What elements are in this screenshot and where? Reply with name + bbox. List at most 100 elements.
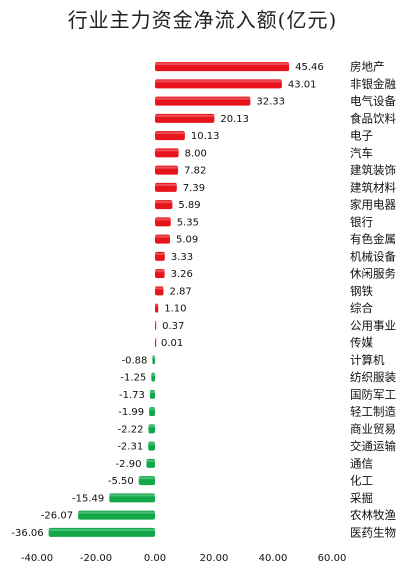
bar-有色金属: [155, 234, 171, 244]
bar-highlight: [148, 442, 155, 445]
value-label: 7.39: [183, 183, 205, 194]
bar-highlight: [155, 166, 179, 169]
bar-highlight: [149, 408, 155, 411]
bar-highlight: [151, 373, 155, 376]
chart-title: 行业主力资金净流入额(亿元): [67, 8, 338, 32]
bar-综合: [155, 303, 159, 313]
value-label: 8.00: [185, 148, 207, 159]
bar-通信: [146, 458, 155, 468]
value-label: 45.46: [295, 62, 324, 73]
bar-highlight: [138, 477, 155, 480]
bar-highlight: [152, 356, 155, 359]
category-label: 汽车: [350, 146, 373, 160]
bar-轻工制造: [149, 407, 155, 417]
bar-汽车: [155, 148, 179, 158]
category-label: 采掘: [350, 491, 373, 505]
category-label: 家用电器: [350, 198, 396, 212]
bar-计算机: [152, 355, 155, 365]
bar-highlight: [155, 218, 171, 221]
bar-highlight: [146, 459, 155, 462]
x-tick-label: -20.00: [80, 553, 112, 564]
x-tick-label: 20.00: [200, 553, 229, 564]
value-label: -0.88: [122, 355, 148, 366]
category-label: 计算机: [350, 353, 385, 367]
bar-highlight: [78, 511, 155, 514]
value-label: 7.82: [184, 166, 206, 177]
bar-公用事业: [155, 320, 157, 330]
bar-电子: [155, 131, 185, 141]
value-label: -1.99: [118, 407, 144, 418]
category-label: 食品饮料: [350, 111, 396, 125]
category-label: 商业贸易: [350, 422, 396, 436]
value-label: 20.13: [220, 114, 249, 125]
category-label: 银行: [350, 215, 373, 229]
category-label: 化工: [350, 474, 373, 488]
bar-纺织服装: [151, 372, 155, 382]
bar-highlight: [149, 390, 155, 393]
category-label: 综合: [350, 301, 373, 315]
value-label: 0.37: [162, 321, 184, 332]
bar-采掘: [109, 493, 155, 503]
value-label: 3.26: [171, 269, 193, 280]
category-labels-layer: 房地产非银金融电气设备食品饮料电子汽车建筑装饰建筑材料家用电器银行有色金属机械设…: [350, 60, 396, 540]
bar-银行: [155, 217, 171, 227]
bar-highlight: [155, 97, 251, 100]
category-label: 轻工制造: [350, 405, 396, 419]
bar-highlight: [155, 321, 157, 324]
bar-highlight: [155, 287, 164, 290]
bar-highlight: [155, 63, 290, 66]
bar-highlight: [48, 528, 156, 531]
x-tick-label: 0.00: [144, 553, 166, 564]
bar-机械设备: [155, 251, 165, 261]
bar-highlight: [155, 235, 171, 238]
category-label: 建筑材料: [350, 180, 396, 194]
bar-房地产: [155, 62, 290, 72]
value-label: 10.13: [191, 131, 220, 142]
category-label: 建筑装饰: [350, 163, 396, 177]
value-label: 1.10: [164, 304, 186, 315]
category-label: 通信: [350, 456, 373, 470]
value-label: -36.06: [11, 528, 43, 539]
x-tick-label: -40.00: [21, 553, 53, 564]
bar-交通运输: [148, 441, 155, 451]
bar-highlight: [155, 304, 159, 307]
bar-highlight: [155, 252, 165, 255]
value-label: 0.01: [161, 338, 183, 349]
category-label: 房地产: [350, 60, 385, 74]
bar-highlight: [155, 132, 185, 135]
value-label: 5.35: [177, 217, 199, 228]
category-label: 有色金属: [350, 232, 396, 246]
category-label: 非银金融: [350, 77, 396, 91]
category-label: 农林牧渔: [350, 508, 396, 522]
x-tick-label: 40.00: [259, 553, 288, 564]
bar-医药生物: [48, 527, 156, 537]
category-label: 交通运输: [350, 439, 396, 453]
value-label: -15.49: [72, 493, 104, 504]
bar-highlight: [155, 114, 215, 117]
bar-农林牧渔: [78, 510, 155, 520]
value-label: -2.22: [118, 424, 144, 435]
category-label: 医药生物: [350, 525, 396, 539]
category-label: 公用事业: [350, 318, 396, 332]
bar-highlight: [155, 201, 173, 204]
category-label: 电气设备: [350, 94, 396, 108]
value-label: -5.50: [108, 476, 134, 487]
bar-highlight: [148, 425, 155, 428]
value-label: -1.25: [120, 373, 146, 384]
value-label: 5.89: [178, 200, 200, 211]
bar-非银金融: [155, 79, 282, 89]
value-label: -1.73: [119, 390, 145, 401]
value-label: -2.90: [116, 459, 142, 470]
x-axis-ticks-layer: -40.00 -20.00 0.00 20.00 40.00 60.00: [21, 553, 346, 564]
bar-电气设备: [155, 96, 251, 106]
bar-国防军工: [149, 389, 155, 399]
category-label: 国防军工: [350, 387, 396, 401]
bar-钢铁: [155, 286, 164, 296]
bar-传媒: [155, 338, 157, 348]
category-label: 传媒: [350, 336, 373, 350]
category-label: 机械设备: [350, 249, 396, 263]
category-label: 电子: [350, 129, 373, 143]
value-label: 32.33: [256, 97, 285, 108]
